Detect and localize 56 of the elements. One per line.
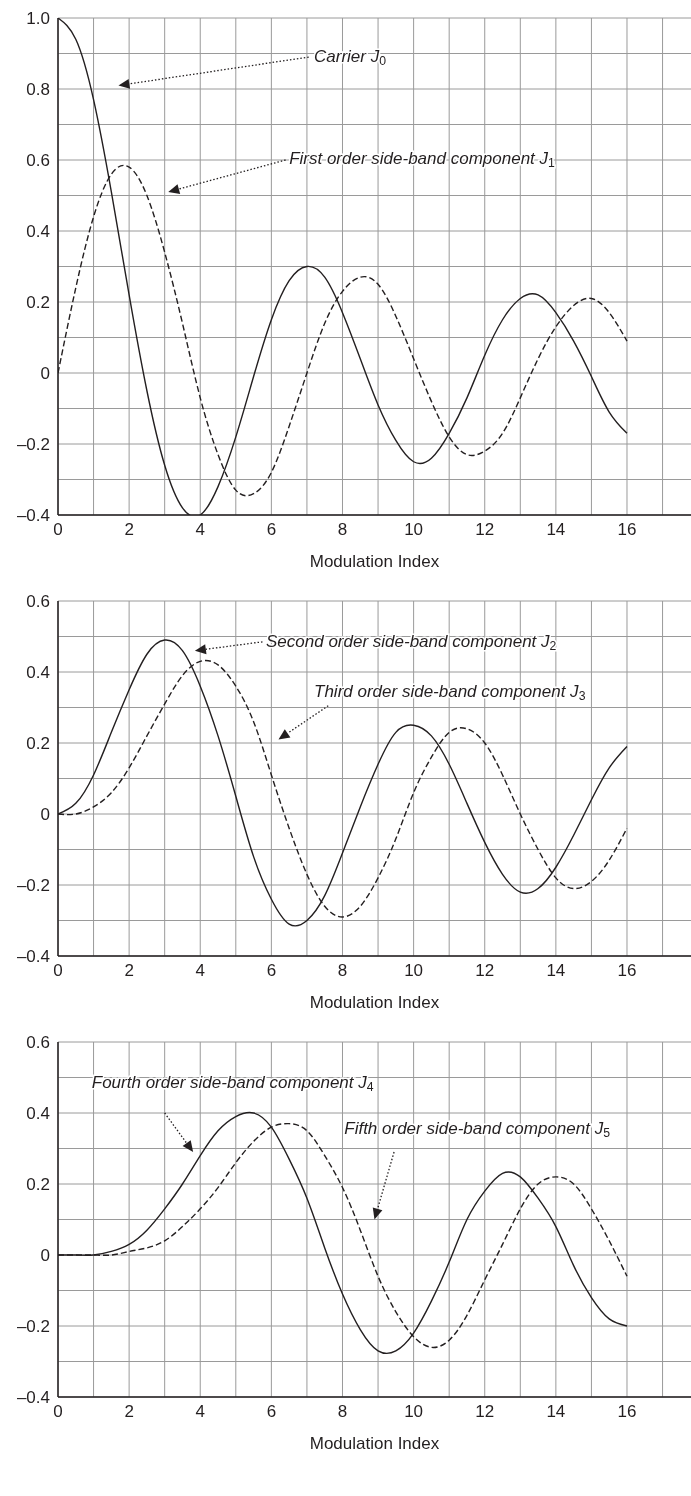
y-tick-label: –0.4 — [16, 947, 50, 967]
y-tick-label: 0.6 — [26, 592, 50, 612]
y-tick-label: 0.8 — [26, 80, 50, 100]
y-tick-label: 0.2 — [26, 1175, 50, 1195]
annotation: Carrier J$_{0}$ — [314, 47, 387, 69]
x-axis-title: Modulation Index — [309, 993, 440, 1012]
y-tick-label: 0.4 — [26, 222, 50, 242]
annotation: Fifth order side-band component J$_{5}$ — [344, 1119, 611, 1141]
x-tick-label: 16 — [617, 961, 637, 981]
x-tick-label: 12 — [475, 961, 495, 981]
y-tick-label: –0.2 — [16, 876, 50, 896]
x-tick-label: 2 — [124, 520, 134, 540]
x-tick-label: 0 — [53, 961, 63, 981]
x-tick-label: 10 — [404, 961, 424, 981]
y-tick-label: –0.4 — [16, 1388, 50, 1408]
x-tick-label: 8 — [337, 520, 348, 540]
y-tick-label: 0.4 — [26, 1104, 50, 1124]
x-tick-label: 14 — [546, 961, 566, 981]
y-tick-label: 0.2 — [26, 734, 50, 754]
x-axis-title: Modulation Index — [309, 1434, 440, 1453]
x-tick-label: 10 — [404, 520, 424, 540]
y-tick-label: –0.2 — [16, 1317, 50, 1337]
y-tick-label: 0.4 — [26, 663, 50, 683]
x-tick-label: 8 — [337, 1402, 348, 1422]
x-tick-label: 14 — [546, 520, 566, 540]
annotation: Second order side-band component J$_{2}$ — [266, 632, 557, 654]
y-tick-label: –0.4 — [16, 506, 50, 526]
x-tick-label: 2 — [124, 1402, 134, 1422]
x-tick-label: 8 — [337, 961, 348, 981]
x-tick-label: 12 — [475, 1402, 495, 1422]
y-tick-label: 0.6 — [26, 1033, 50, 1053]
annotation: Third order side-band component J$_{3}$ — [314, 681, 586, 703]
x-tick-label: 2 — [124, 961, 134, 981]
x-tick-label: 0 — [53, 520, 63, 540]
y-tick-label: 0 — [40, 805, 50, 825]
x-tick-label: 6 — [266, 1402, 277, 1422]
annotation: First order side-band component J$_{1}$ — [289, 148, 556, 170]
x-tick-label: 4 — [195, 961, 205, 981]
y-tick-label: –0.2 — [16, 435, 50, 455]
x-tick-label: 6 — [266, 961, 277, 981]
x-axis-title: Modulation Index — [309, 552, 440, 571]
y-tick-label: 1.0 — [26, 9, 50, 29]
x-tick-label: 6 — [266, 520, 277, 540]
x-tick-label: 0 — [53, 1402, 63, 1422]
y-tick-label: 0.6 — [26, 151, 50, 171]
x-tick-label: 14 — [546, 1402, 566, 1422]
y-tick-label: 0 — [40, 1246, 50, 1266]
x-tick-label: 4 — [195, 520, 205, 540]
y-tick-label: 0 — [40, 364, 50, 384]
x-tick-label: 4 — [195, 1402, 205, 1422]
y-tick-label: 0.2 — [26, 293, 50, 313]
x-tick-label: 12 — [475, 520, 495, 540]
x-tick-label: 16 — [617, 520, 637, 540]
annotation: Fourth order side-band component J$_{4}$ — [91, 1073, 374, 1095]
x-tick-label: 16 — [617, 1402, 637, 1422]
x-tick-label: 10 — [404, 1402, 424, 1422]
